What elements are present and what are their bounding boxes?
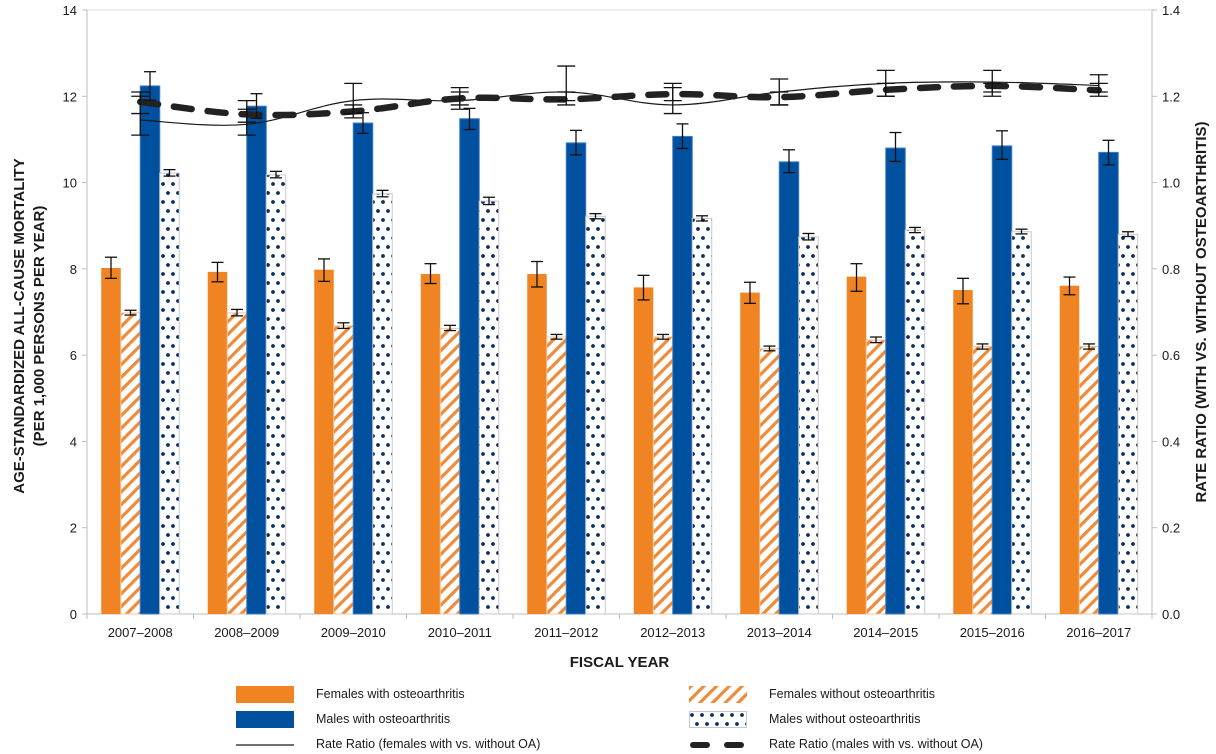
- bar-males-without-osteoarthritis[interactable]: [905, 230, 925, 614]
- left-y-axis-title-line1: AGE-STANDARDIZED ALL-CAUSE MORTALITY: [11, 158, 28, 494]
- bar-males-without-osteoarthritis[interactable]: [266, 175, 286, 614]
- legend-swatch-solid-orange: [236, 686, 294, 703]
- legend-label: Rate Ratio (females with vs. without OA): [316, 737, 540, 751]
- legend-label: Females with osteoarthritis: [316, 687, 465, 701]
- bars-group: [101, 86, 1138, 614]
- bar-females-with-osteoarthritis[interactable]: [953, 290, 973, 614]
- bar-females-with-osteoarthritis[interactable]: [421, 274, 441, 614]
- left-y-tick-label: 6: [70, 348, 77, 363]
- left-y-tick-label: 8: [70, 262, 77, 277]
- left-y-tick-label: 0: [70, 607, 77, 622]
- legend-item-female-rate-ratio: Rate Ratio (females with vs. without OA): [236, 734, 540, 754]
- bar-males-with-osteoarthritis[interactable]: [140, 86, 160, 614]
- legend-swatch-hatch-orange: [689, 686, 747, 703]
- left-y-tick-label: 10: [63, 176, 77, 191]
- bar-females-without-osteoarthritis[interactable]: [547, 337, 567, 614]
- legend-item-females-with-oa: Females with osteoarthritis: [236, 684, 465, 704]
- bar-females-with-osteoarthritis[interactable]: [634, 287, 654, 614]
- bar-males-with-osteoarthritis[interactable]: [886, 148, 906, 614]
- bar-males-with-osteoarthritis[interactable]: [1099, 152, 1119, 614]
- x-tick-label: 2011–2012: [534, 625, 598, 640]
- bar-males-with-osteoarthritis[interactable]: [779, 162, 799, 614]
- right-y-tick-label: 0.0: [1162, 607, 1180, 622]
- bar-females-without-osteoarthritis[interactable]: [866, 340, 886, 614]
- right-y-tick-label: 0.2: [1162, 521, 1180, 536]
- bar-males-without-osteoarthritis[interactable]: [1118, 234, 1138, 614]
- bar-females-without-osteoarthritis[interactable]: [227, 313, 247, 614]
- right-y-tick-label: 0.8: [1162, 262, 1180, 277]
- legend-item-males-without-oa: Males without osteoarthritis: [689, 709, 920, 729]
- legend-label: Males with osteoarthritis: [316, 712, 450, 726]
- x-tick-label: 2013–2014: [747, 625, 812, 640]
- left-y-axis-title-line2: (PER 1,000 PERSONS PER YEAR): [31, 206, 48, 447]
- legend-item-males-with-oa: Males with osteoarthritis: [236, 709, 450, 729]
- left-y-tick-label: 2: [70, 521, 77, 536]
- bar-males-without-osteoarthritis[interactable]: [799, 237, 819, 614]
- bar-females-with-osteoarthritis[interactable]: [740, 293, 760, 614]
- bar-males-without-osteoarthritis[interactable]: [692, 218, 712, 614]
- bar-males-with-osteoarthritis[interactable]: [992, 146, 1012, 614]
- bar-females-with-osteoarthritis[interactable]: [847, 277, 867, 614]
- legend-label: Females without osteoarthritis: [769, 687, 935, 701]
- bar-females-without-osteoarthritis[interactable]: [334, 326, 354, 614]
- bar-males-with-osteoarthritis[interactable]: [353, 123, 373, 614]
- bar-males-with-osteoarthritis[interactable]: [460, 119, 480, 614]
- lines-group: [140, 82, 1099, 125]
- bar-males-with-osteoarthritis[interactable]: [247, 106, 267, 614]
- right-y-tick-label: 1.2: [1162, 89, 1180, 104]
- bar-males-with-osteoarthritis[interactable]: [566, 143, 586, 614]
- bar-females-with-osteoarthritis[interactable]: [1060, 286, 1080, 614]
- left-y-tick-label: 14: [63, 3, 77, 18]
- bar-females-without-osteoarthritis[interactable]: [440, 328, 460, 614]
- bar-females-without-osteoarthritis[interactable]: [653, 337, 673, 614]
- bar-males-without-osteoarthritis[interactable]: [479, 201, 499, 614]
- bar-females-without-osteoarthritis[interactable]: [760, 349, 780, 614]
- x-tick-label: 2009–2010: [321, 625, 386, 640]
- bar-females-with-osteoarthritis[interactable]: [101, 268, 121, 614]
- line-rate-ratio-males-with-vs-without-oa-[interactable]: [140, 86, 1099, 115]
- bar-females-with-osteoarthritis[interactable]: [314, 270, 334, 614]
- right-y-axis-title: RATE RATIO (WITH VS. WITHOUT OSTEOARTHRI…: [1193, 121, 1210, 502]
- bar-females-without-osteoarthritis[interactable]: [1079, 347, 1099, 614]
- x-tick-label: 2007–2008: [108, 625, 173, 640]
- left-y-tick-label: 12: [63, 89, 77, 104]
- legend: Females with osteoarthritis Females with…: [0, 680, 1216, 752]
- right-y-tick-label: 1.4: [1162, 3, 1180, 18]
- x-tick-label: 2008–2009: [214, 625, 279, 640]
- x-tick-label: 2012–2013: [640, 625, 705, 640]
- right-y-tick-label: 0.4: [1162, 434, 1180, 449]
- x-axis-title: FISCAL YEAR: [570, 654, 670, 671]
- x-tick-label: 2016–2017: [1066, 625, 1131, 640]
- bar-females-with-osteoarthritis[interactable]: [527, 274, 547, 614]
- legend-swatch-thin-line: [236, 736, 294, 753]
- left-y-tick-label: 4: [70, 434, 77, 449]
- x-tick-label: 2014–2015: [853, 625, 918, 640]
- legend-item-females-without-oa: Females without osteoarthritis: [689, 684, 935, 704]
- right-y-tick-label: 0.6: [1162, 348, 1180, 363]
- bar-males-without-osteoarthritis[interactable]: [160, 173, 180, 614]
- bar-males-without-osteoarthritis[interactable]: [373, 194, 393, 614]
- chart-canvas: 0 2 4 6 8 10 12 14 0.0 0.2 0.4 0.6 0.8 1.0 1.2 1.4 2007–…: [0, 0, 1216, 680]
- bar-males-with-osteoarthritis[interactable]: [673, 136, 693, 614]
- legend-swatch-dashed-line: [689, 736, 747, 753]
- legend-label: Males without osteoarthritis: [769, 712, 920, 726]
- bar-males-without-osteoarthritis[interactable]: [1012, 232, 1032, 614]
- x-tick-label: 2015–2016: [960, 625, 1025, 640]
- legend-swatch-dots-blue: [689, 711, 747, 728]
- legend-item-male-rate-ratio: Rate Ratio (males with vs. without OA): [689, 734, 983, 754]
- right-y-tick-label: 1.0: [1162, 176, 1180, 191]
- bar-males-without-osteoarthritis[interactable]: [586, 216, 606, 614]
- bar-females-with-osteoarthritis[interactable]: [208, 272, 228, 614]
- bar-females-without-osteoarthritis[interactable]: [121, 313, 141, 614]
- legend-label: Rate Ratio (males with vs. without OA): [769, 737, 983, 751]
- x-tick-label: 2010–2011: [428, 625, 492, 640]
- legend-swatch-solid-blue: [236, 711, 294, 728]
- bar-females-without-osteoarthritis[interactable]: [973, 347, 993, 614]
